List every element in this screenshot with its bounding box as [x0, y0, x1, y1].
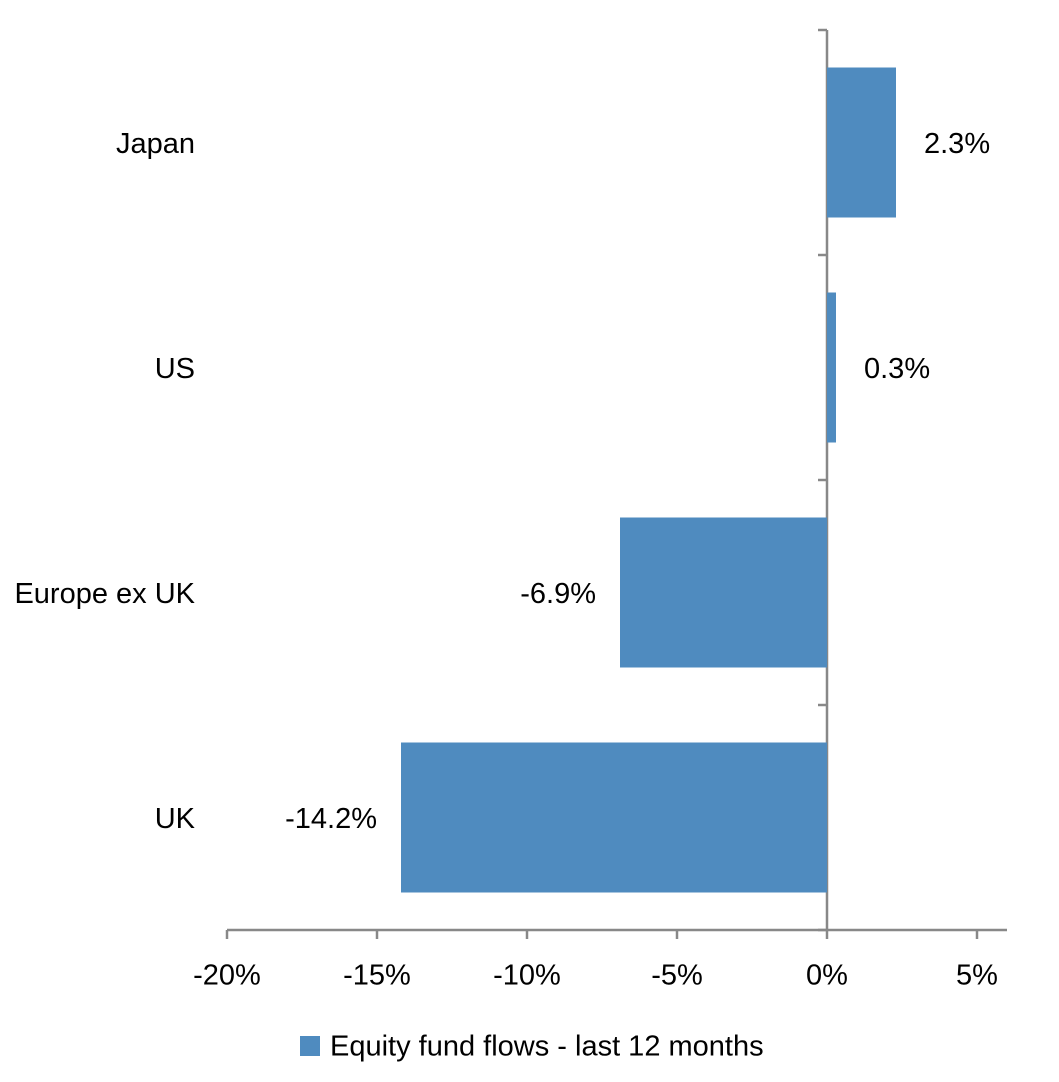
data-label: -6.9%: [520, 578, 596, 610]
legend-swatch: [300, 1036, 320, 1056]
x-tick-label: 5%: [956, 960, 998, 992]
data-label: 0.3%: [864, 353, 930, 385]
x-tick-label: -15%: [343, 960, 411, 992]
bar: [401, 742, 827, 893]
x-tick-label: -20%: [193, 960, 261, 992]
bar: [827, 67, 896, 218]
y-tick-label: UK: [155, 803, 196, 835]
y-tick-label: US: [155, 353, 195, 385]
y-tick-label: Japan: [116, 128, 195, 160]
data-label: -14.2%: [285, 803, 377, 835]
bar: [827, 292, 836, 443]
y-tick-label: Europe ex UK: [14, 578, 195, 610]
x-tick-label: 0%: [806, 960, 848, 992]
x-tick-label: -10%: [493, 960, 561, 992]
x-tick-label: -5%: [651, 960, 703, 992]
bar: [620, 517, 827, 668]
data-label: 2.3%: [924, 128, 990, 160]
legend-label: Equity fund flows - last 12 months: [330, 1031, 764, 1063]
